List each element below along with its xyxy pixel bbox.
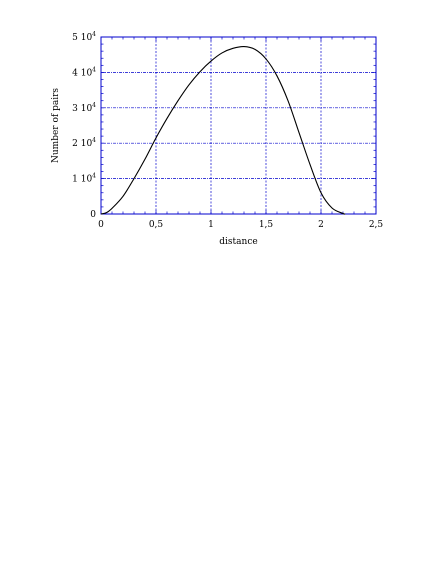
y-tick-labels: 0 1 104 2 104 3 104 4 104 5 104 bbox=[72, 31, 96, 220]
x-tick-label: 1,5 bbox=[259, 220, 274, 230]
y-axis-title: Number of pairs bbox=[51, 88, 61, 163]
y-tick-label: 3 104 bbox=[72, 102, 96, 114]
y-tick-label: 2 104 bbox=[72, 137, 96, 149]
x-tick-label: 1 bbox=[208, 220, 214, 230]
x-tick-labels: 0 0,5 1 1,5 2 2,5 bbox=[98, 220, 383, 230]
x-tick-label: 2,5 bbox=[369, 220, 384, 230]
minor-ticks bbox=[101, 37, 376, 214]
x-tick-label: 2 bbox=[318, 220, 324, 230]
y-tick-label: 1 104 bbox=[72, 173, 96, 185]
x-tick-label: 0,5 bbox=[149, 220, 164, 230]
plot-frame bbox=[100, 36, 377, 215]
y-tick-label: 0 bbox=[90, 210, 96, 220]
series-line bbox=[100, 45, 346, 215]
y-tick-label: 4 104 bbox=[72, 66, 96, 78]
grid-lines bbox=[101, 37, 376, 214]
x-axis-title: distance bbox=[219, 237, 257, 247]
y-tick-label: 5 104 bbox=[72, 31, 96, 43]
x-tick-label: 0 bbox=[98, 220, 104, 230]
